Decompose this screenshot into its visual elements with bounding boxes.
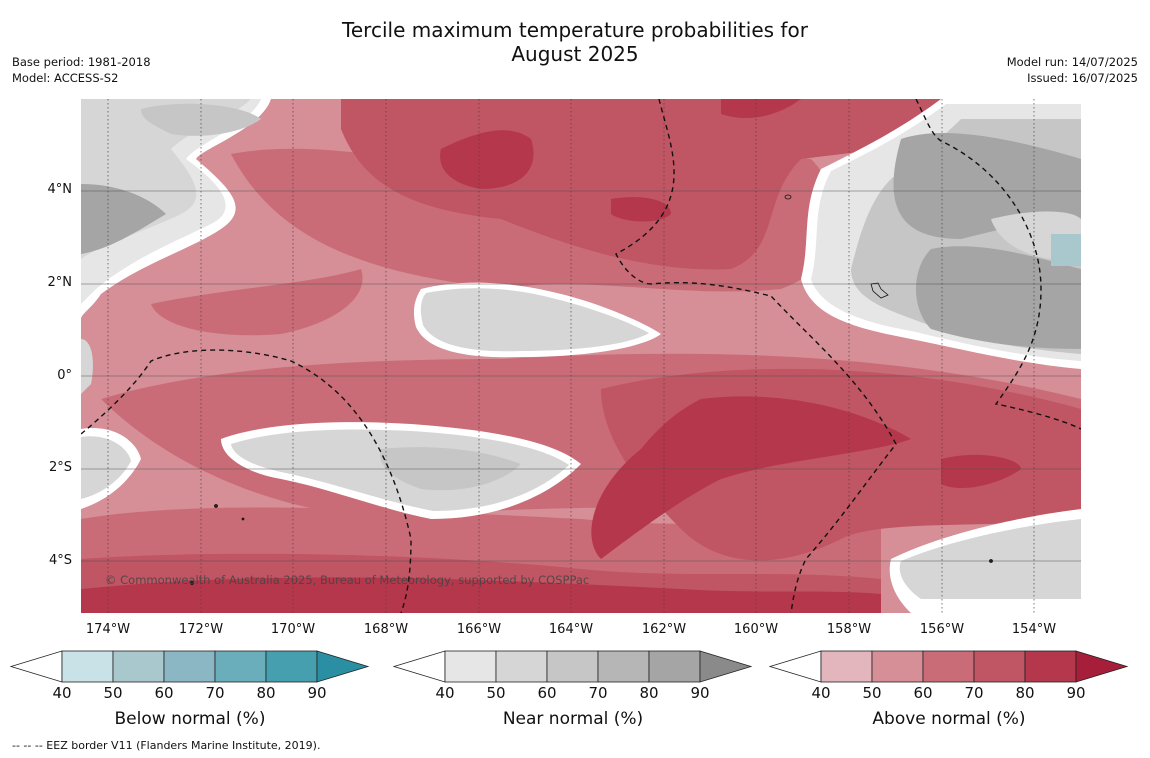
lon-label: 160°W — [733, 622, 779, 637]
latitude-gridlines — [81, 190, 1081, 562]
colorbar-over-triangle — [316, 650, 370, 683]
colorbar-tick-label: 40 — [52, 684, 72, 702]
issued-date: Issued: 16/07/2025 — [1027, 71, 1138, 85]
colorbar-over-triangle — [699, 650, 753, 683]
colorbar-segment — [444, 650, 497, 683]
colorbar-segment — [163, 650, 216, 683]
colorbar-segment — [973, 650, 1026, 683]
colorbar-tick-label: 90 — [307, 684, 327, 702]
colorbar-segment — [265, 650, 318, 683]
colorbar-tick-label: 50 — [103, 684, 123, 702]
colorbar-over-triangle — [1075, 650, 1129, 683]
lon-label: 164°W — [548, 622, 594, 637]
base-period: Base period: 1981-2018 — [12, 55, 151, 69]
colorbar-tick-label: 40 — [811, 684, 831, 702]
model-name: Model: ACCESS-S2 — [12, 71, 119, 85]
colorbar-title-below: Below normal (%) — [114, 709, 266, 729]
colorbar-segment — [597, 650, 650, 683]
colorbar-segment — [61, 650, 114, 683]
colorbar-segment — [922, 650, 975, 683]
colorbar-segment — [112, 650, 165, 683]
longitude-gridlines — [107, 99, 1035, 613]
lon-label: 174°W — [85, 622, 131, 637]
colorbar-tick-label: 70 — [205, 684, 225, 702]
near-normal-region-east — [801, 99, 1081, 369]
colorbar-tick-label: 80 — [639, 684, 659, 702]
chart-title: Tercile maximum temperature probabilitie… — [0, 18, 1150, 66]
lat-label-4n: 4°N — [47, 182, 73, 197]
model-run: Model run: 14/07/2025 — [1006, 55, 1138, 69]
colorbar-segment — [546, 650, 599, 683]
colorbars — [9, 650, 1129, 683]
colorbar-segment — [648, 650, 701, 683]
colorbar-tick-label: 70 — [588, 684, 608, 702]
colorbar-tick-label: 50 — [862, 684, 882, 702]
colorbar-tick-label: 80 — [256, 684, 276, 702]
colorbar-tick-label: 90 — [690, 684, 710, 702]
colorbar-under-triangle — [9, 650, 63, 683]
colorbar-segment — [871, 650, 924, 683]
lat-label-2n: 2°N — [47, 275, 73, 290]
title-line-2: August 2025 — [511, 42, 639, 66]
probability-map — [81, 99, 1081, 613]
colorbar-tick-label: 40 — [435, 684, 455, 702]
colorbar-above-normal — [768, 650, 1129, 683]
lon-label: 158°W — [826, 622, 872, 637]
colorbar-tick-label: 50 — [486, 684, 506, 702]
eez-legend-footer: -- -- -- EEZ border V11 (Flanders Marine… — [12, 739, 321, 752]
colorbar-tick-label: 60 — [913, 684, 933, 702]
lon-label: 172°W — [178, 622, 224, 637]
colorbar-under-triangle — [392, 650, 446, 683]
metadata-left: Base period: 1981-2018 Model: ACCESS-S2 — [12, 54, 151, 86]
title-line-1: Tercile maximum temperature probabilitie… — [342, 18, 808, 42]
colorbar-segment — [820, 650, 873, 683]
above-normal-80-90 — [81, 99, 1021, 613]
lon-label: 168°W — [363, 622, 409, 637]
metadata-right: Model run: 14/07/2025 Issued: 16/07/2025 — [1007, 54, 1138, 86]
colorbar-tick-label: 60 — [154, 684, 174, 702]
colorbar-under-triangle — [768, 650, 822, 683]
lat-label-0: 0° — [57, 368, 72, 383]
colorbar-title-above: Above normal (%) — [872, 709, 1026, 729]
colorbar-below-normal — [9, 650, 370, 683]
colorbar-tick-label: 60 — [537, 684, 557, 702]
colorbar-near-normal — [392, 650, 753, 683]
colorbar-segment — [214, 650, 267, 683]
lon-label: 170°W — [270, 622, 316, 637]
colorbar-tick-label: 80 — [1015, 684, 1035, 702]
near-normal-region-west — [81, 339, 141, 509]
eez-borders — [81, 99, 1081, 613]
colorbar-title-near: Near normal (%) — [502, 709, 644, 729]
lon-label: 166°W — [456, 622, 502, 637]
near-normal-region-center — [413, 282, 661, 358]
colorbar-tick-label: 70 — [964, 684, 984, 702]
lat-label-4s: 4°S — [48, 553, 72, 568]
copyright-notice: © Commonwealth of Australia 2025, Bureau… — [105, 573, 590, 587]
colorbar-tick-label: 90 — [1066, 684, 1086, 702]
lon-label: 162°W — [641, 622, 687, 637]
lon-label: 156°W — [919, 622, 965, 637]
lat-label-2s: 2°S — [48, 460, 72, 475]
near-normal-region-northwest — [81, 99, 271, 319]
islands — [190, 194, 993, 585]
colorbar-segment — [495, 650, 548, 683]
lon-label: 154°W — [1011, 622, 1057, 637]
near-normal-region-south — [221, 422, 581, 519]
colorbar-segment — [1024, 650, 1077, 683]
